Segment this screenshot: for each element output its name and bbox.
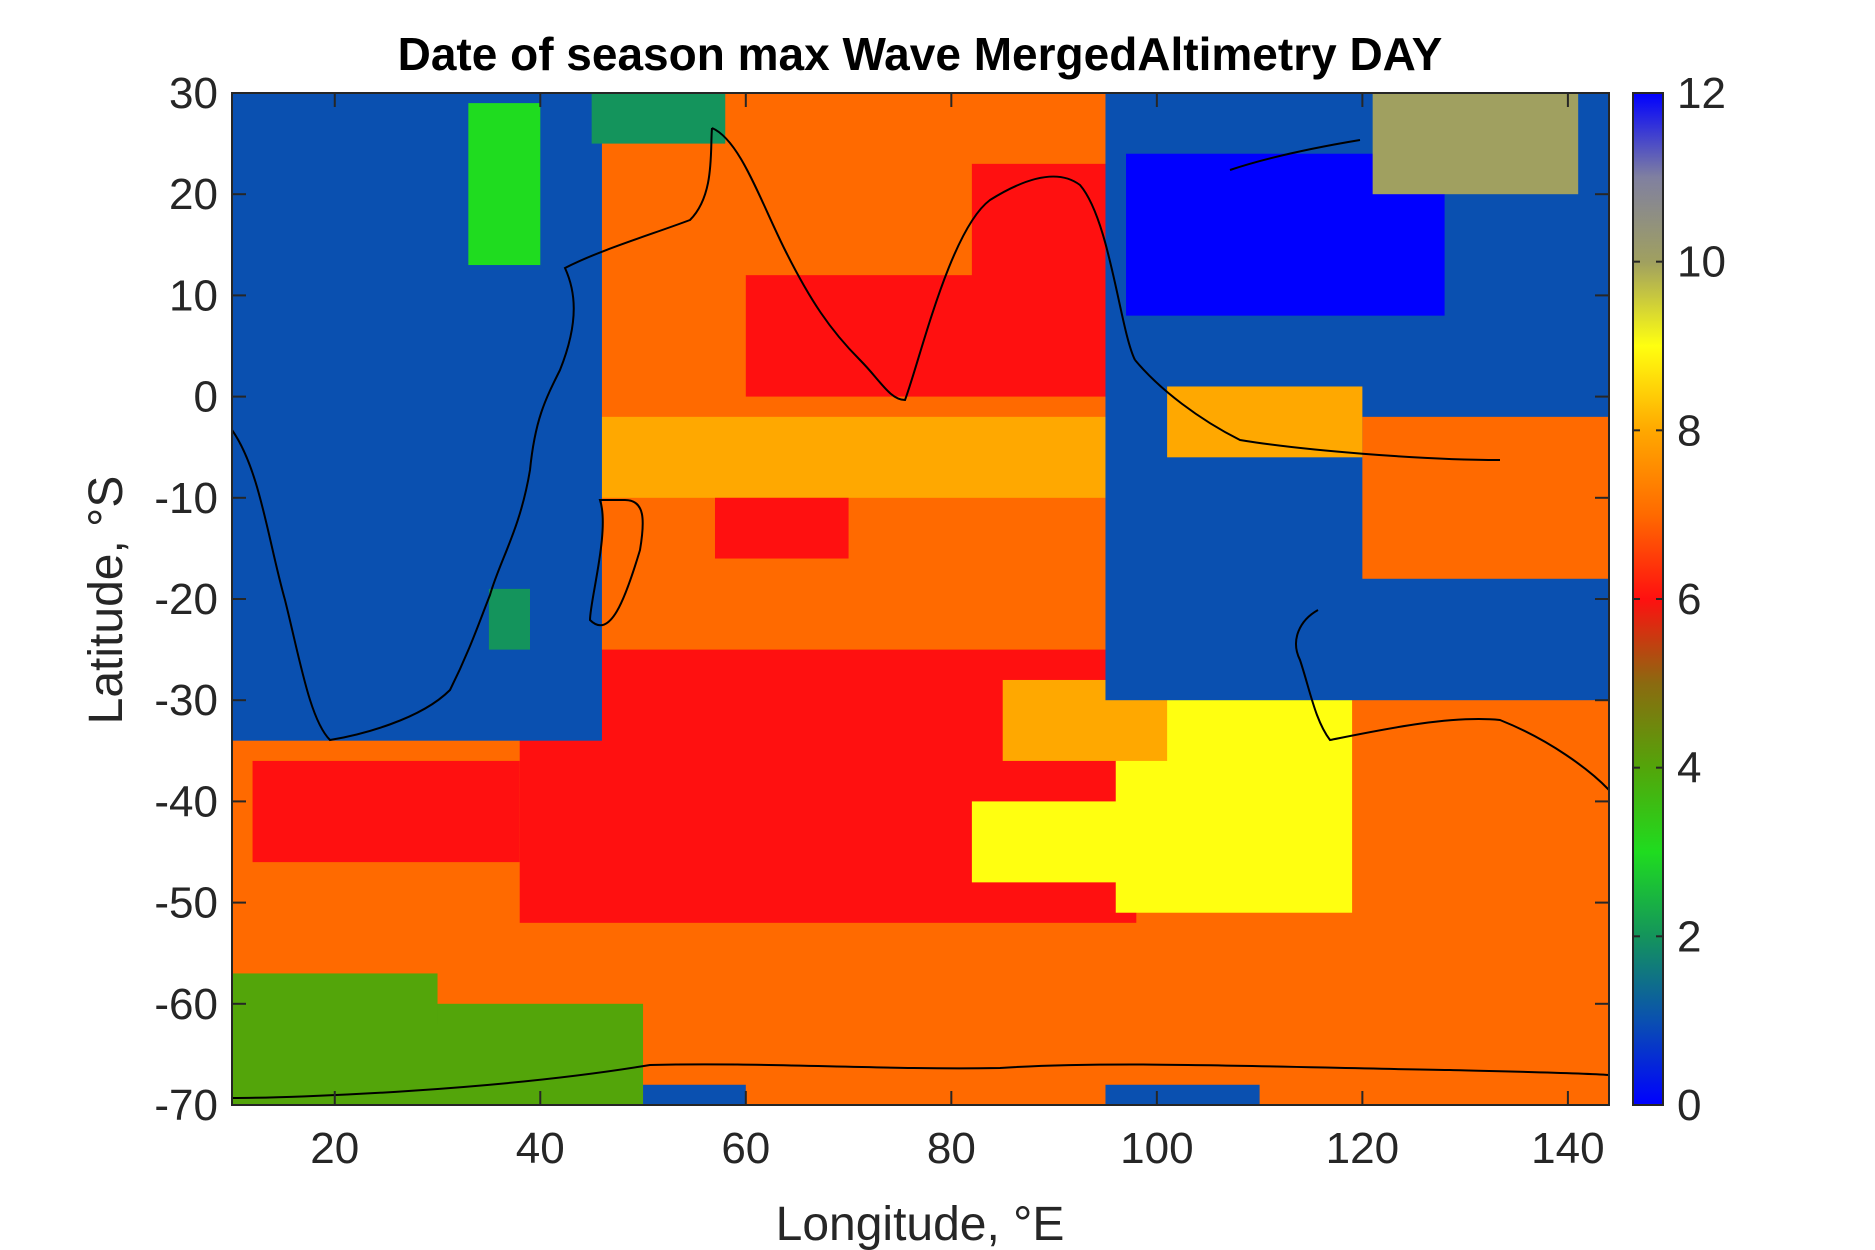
y-tick-label: -30 [154, 676, 218, 725]
x-tick-label: 20 [310, 1124, 359, 1173]
colorbar-tick-label: 10 [1677, 238, 1726, 287]
colorbar-tick-label: 8 [1677, 406, 1701, 455]
x-tick-label: 40 [516, 1124, 565, 1173]
heatmap-region-18 [1167, 386, 1363, 458]
colorbar-ticks: 0 2 4 6 8 10 12 [1633, 69, 1726, 1130]
heatmap-region-22 [591, 93, 726, 144]
y-tick-label: -20 [154, 575, 218, 624]
x-tick-label: 120 [1326, 1124, 1399, 1173]
colorbar-tick-label: 12 [1677, 69, 1726, 118]
y-tick-label: -10 [154, 474, 218, 523]
y-axis-label: Latitude, °S [80, 476, 133, 725]
colorbar-tick-label: 6 [1677, 575, 1701, 624]
y-tick-label: -40 [154, 777, 218, 826]
heatmap-plot-area [232, 93, 1609, 1105]
heatmap-region-23 [488, 588, 531, 650]
y-tick-label: -70 [154, 1081, 218, 1130]
y-tick-label: 30 [169, 69, 218, 118]
x-tick-label: 80 [927, 1124, 976, 1173]
y-tick-label: -50 [154, 879, 218, 928]
y-tick-label: 0 [194, 373, 218, 422]
heatmap-region-7 [252, 760, 520, 863]
x-tick-label: 140 [1531, 1124, 1604, 1173]
colorbar-tick-label: 4 [1677, 744, 1701, 793]
heatmap-region-25 [1105, 1084, 1260, 1105]
x-axis-ticks: 20 40 60 80 100 120 140 [310, 93, 1605, 1173]
heatmap-region-2 [971, 163, 1116, 296]
chart-title: Date of season max Wave MergedAltimetry … [398, 28, 1443, 80]
colorbar-tick-label: 0 [1677, 1081, 1701, 1130]
heatmap-region-9 [971, 801, 1178, 883]
heatmap-region-21 [468, 103, 541, 266]
y-tick-label: -60 [154, 980, 218, 1029]
heatmap-region-20 [1372, 93, 1579, 195]
heatmap-region-3 [540, 416, 1106, 498]
y-axis-ticks: 30 20 10 0 -10 -20 -30 -40 -50 -60 -70 [154, 69, 1609, 1130]
x-tick-label: 60 [721, 1124, 770, 1173]
heatmap-regions [232, 93, 1609, 1105]
heatmap-region-13 [232, 973, 438, 1025]
x-axis-label: Longitude, °E [776, 1198, 1065, 1250]
heatmap-region-4 [714, 497, 849, 559]
coastline [232, 127, 1609, 1099]
x-tick-label: 100 [1120, 1124, 1193, 1173]
y-tick-label: 20 [169, 170, 218, 219]
heatmap-region-24 [643, 1084, 746, 1105]
colorbar-tick-label: 2 [1677, 912, 1701, 961]
heatmap-region-15 [232, 93, 602, 741]
y-tick-label: 10 [169, 271, 218, 320]
heatmap-region-17 [1362, 416, 1609, 579]
